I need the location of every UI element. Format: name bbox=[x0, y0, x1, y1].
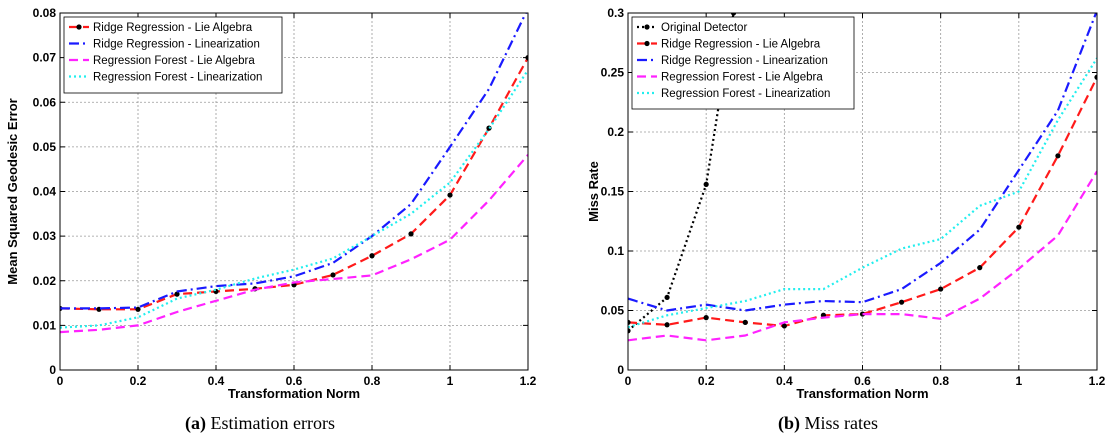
data-point bbox=[369, 253, 375, 259]
data-point bbox=[664, 322, 670, 328]
y-tick-label: 0.1 bbox=[607, 244, 624, 258]
data-point bbox=[525, 55, 528, 61]
y-tick-label: 0 bbox=[617, 363, 624, 377]
series-line bbox=[628, 13, 1097, 312]
x-tick-label: 1 bbox=[447, 374, 454, 388]
legend-label: Ridge Regression - Lie Algebra bbox=[661, 39, 821, 51]
data-point bbox=[898, 299, 905, 305]
series-4 bbox=[628, 57, 1097, 329]
y-tick-label: 0.15 bbox=[601, 185, 625, 199]
data-point bbox=[664, 294, 670, 301]
y-tick-label: 0.3 bbox=[607, 6, 624, 20]
series-line bbox=[628, 170, 1097, 342]
series-3 bbox=[628, 170, 1097, 342]
y-tick-label: 0.07 bbox=[33, 51, 57, 65]
series-line bbox=[628, 13, 735, 332]
legend-label: Ridge Regression - Lie Algebra bbox=[93, 22, 253, 34]
y-tick-label: 0.06 bbox=[33, 95, 57, 109]
y-tick-label: 0 bbox=[49, 363, 56, 377]
series-line bbox=[60, 13, 528, 310]
x-tick-label: 0 bbox=[57, 374, 64, 388]
series-line bbox=[628, 57, 1097, 329]
caption-a-text: Estimation errors bbox=[210, 413, 335, 433]
x-tick-label: 0.8 bbox=[364, 374, 381, 388]
x-tick-label: 1 bbox=[1015, 374, 1022, 388]
caption-b-label: (b) bbox=[778, 413, 800, 433]
plot-frame bbox=[627, 12, 1098, 371]
legend-marker bbox=[76, 24, 82, 30]
chart-miss-rates: 0 0.2 0.4 0.6 0.8 1 1.2 0 0.05 0.1 0.15 0.2 0.25 0.3 T… bbox=[586, 6, 1106, 401]
data-point bbox=[330, 272, 336, 278]
legend-label: Ridge Regression - Linearization bbox=[661, 55, 828, 67]
y-axis-label: Mean Squared Geodesic Error bbox=[5, 98, 20, 284]
legend-box bbox=[631, 16, 855, 110]
y-tick-label: 0.03 bbox=[33, 229, 57, 243]
x-tick-label: 0.6 bbox=[854, 374, 871, 388]
y-tick-label: 0.05 bbox=[33, 140, 57, 154]
data-point bbox=[703, 181, 709, 187]
data-point bbox=[1016, 224, 1022, 230]
legend-marker bbox=[644, 40, 650, 47]
legend-label: Regression Forest - Lie Algebra bbox=[661, 72, 823, 84]
series-1 bbox=[60, 13, 528, 310]
legend-box bbox=[63, 16, 283, 94]
y-tick-label: 0.2 bbox=[607, 125, 624, 139]
data-point bbox=[742, 319, 748, 325]
data-point bbox=[977, 265, 983, 271]
x-tick-label: 0.2 bbox=[130, 374, 147, 388]
legend-label: Ridge Regression - Linearization bbox=[93, 39, 260, 51]
x-tick-label: 1.2 bbox=[1089, 374, 1106, 388]
x-tick-label: 0.6 bbox=[286, 374, 303, 388]
caption-b-text: Miss rates bbox=[804, 413, 879, 433]
caption-b: (b) Miss rates bbox=[778, 413, 878, 434]
y-tick-label: 0.05 bbox=[601, 304, 625, 318]
x-tick-label: 0 bbox=[625, 374, 632, 388]
data-point bbox=[1094, 74, 1097, 80]
data-point bbox=[781, 323, 787, 329]
data-point bbox=[628, 319, 631, 325]
y-tick-label: 0.25 bbox=[601, 66, 625, 80]
series-0 bbox=[60, 55, 528, 312]
y-tick-label: 0.08 bbox=[33, 6, 57, 20]
series-0 bbox=[628, 13, 737, 334]
data-point bbox=[703, 315, 709, 321]
data-point bbox=[1055, 153, 1061, 159]
data-point bbox=[730, 13, 737, 16]
x-tick-label: 1.2 bbox=[520, 374, 537, 388]
caption-a-label: (a) bbox=[185, 413, 206, 433]
y-tick-label: 0.01 bbox=[33, 318, 57, 332]
legend-label: Regression Forest - Lie Algebra bbox=[93, 55, 255, 67]
data-point bbox=[447, 192, 453, 198]
x-tick-label: 0.4 bbox=[776, 374, 793, 388]
x-tick-label: 0.4 bbox=[208, 374, 225, 388]
legend-marker bbox=[644, 24, 650, 30]
chart-estimation-errors: 0 0.2 0.4 0.6 0.8 1 1.2 0 0.01 0.02 0.03 0.04 0.05 0.… bbox=[5, 6, 537, 401]
x-axis-label: Transformation Norm bbox=[228, 386, 360, 401]
series-line bbox=[60, 57, 528, 311]
legend-label: Regression Forest - Linearization bbox=[93, 72, 262, 84]
legend-label: Original Detector bbox=[661, 22, 747, 34]
x-tick-label: 0.8 bbox=[932, 374, 949, 388]
y-tick-label: 0.02 bbox=[33, 274, 57, 288]
plot-frame bbox=[59, 12, 529, 371]
legend-label: Regression Forest - Linearization bbox=[661, 88, 830, 100]
caption-a: (a) Estimation errors bbox=[185, 413, 335, 434]
x-axis-label: Transformation Norm bbox=[796, 386, 928, 401]
data-point bbox=[938, 286, 944, 292]
data-point bbox=[174, 291, 180, 297]
series-line bbox=[60, 154, 528, 334]
data-point bbox=[859, 311, 866, 317]
data-point bbox=[135, 306, 141, 312]
y-axis-label: Miss Rate bbox=[586, 161, 601, 222]
data-point bbox=[628, 328, 631, 334]
y-tick-label: 0.04 bbox=[33, 185, 57, 199]
series-2 bbox=[628, 13, 1097, 312]
series-2 bbox=[60, 154, 528, 334]
data-point bbox=[408, 231, 414, 237]
x-tick-label: 0.2 bbox=[698, 374, 715, 388]
